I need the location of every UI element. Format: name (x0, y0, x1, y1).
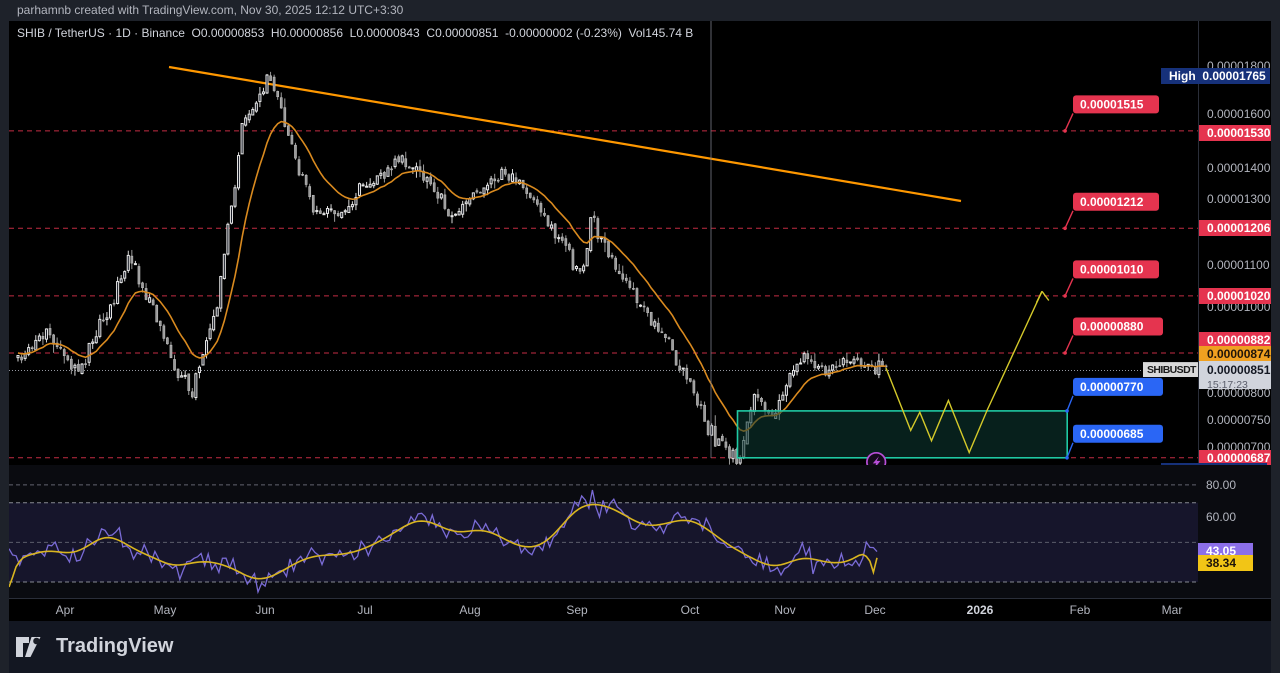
svg-text:0.00001515: 0.00001515 (1080, 97, 1144, 111)
svg-text:0.00000685: 0.00000685 (1080, 427, 1144, 441)
svg-text:0.00000770: 0.00000770 (1080, 380, 1144, 394)
svg-text:0.00000880: 0.00000880 (1080, 320, 1144, 334)
svg-text:SHIBUSDT: SHIBUSDT (1147, 364, 1197, 376)
svg-text:0.00001212: 0.00001212 (1080, 195, 1144, 209)
svg-text:0.00001010: 0.00001010 (1080, 262, 1144, 276)
